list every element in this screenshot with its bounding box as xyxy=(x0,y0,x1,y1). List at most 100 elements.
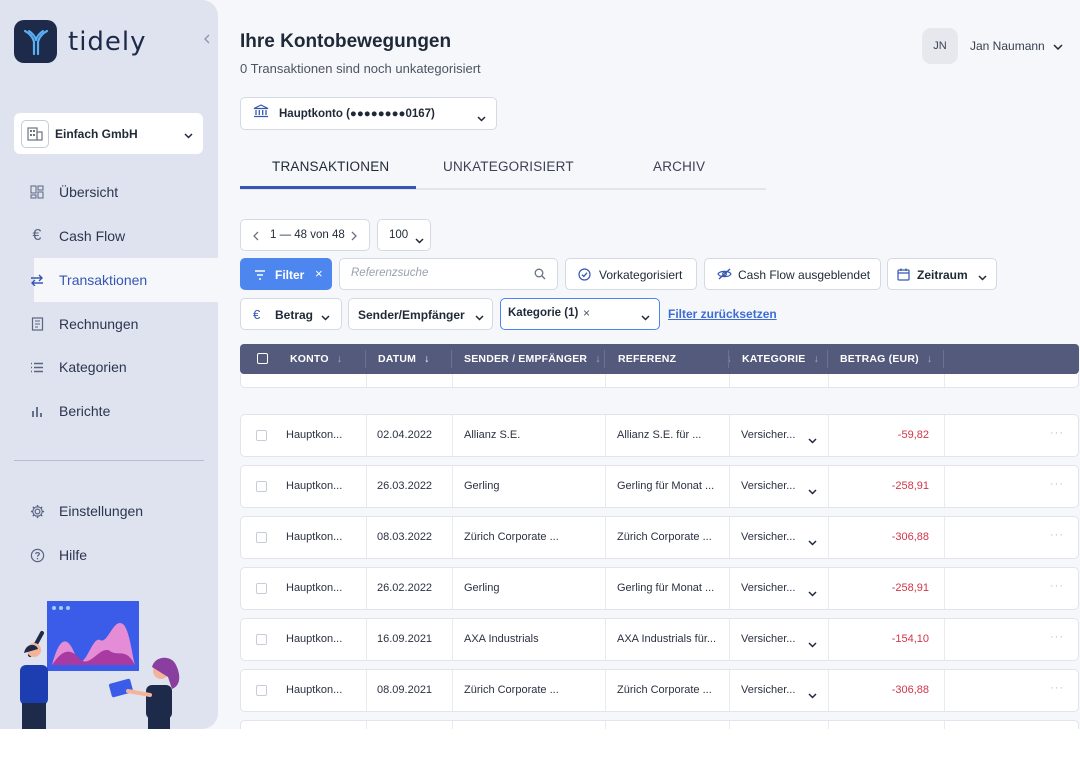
tidely-logo-icon[interactable] xyxy=(14,20,57,63)
cell-kategorie[interactable]: Versicher... xyxy=(741,684,796,696)
help-icon xyxy=(29,547,45,563)
cell-kategorie[interactable]: Versicher... xyxy=(741,582,796,594)
sidebar-item-transaktionen[interactable]: Transaktionen xyxy=(31,258,218,302)
more-options-icon[interactable]: ··· xyxy=(1050,427,1064,439)
table-row[interactable]: Hauptkon... 26.02.2022 Gerling Gerling f… xyxy=(240,567,1079,610)
more-options-icon[interactable]: ··· xyxy=(1050,580,1064,592)
close-icon[interactable]: × xyxy=(315,266,323,281)
column-header-konto[interactable]: KONTO ↓ xyxy=(290,353,343,365)
transfer-icon xyxy=(29,272,45,288)
filter-button[interactable]: Filter × xyxy=(240,258,332,290)
column-header-referenz[interactable]: REFERENZ↓ xyxy=(618,353,732,365)
reset-filters-link[interactable]: Filter zurücksetzen xyxy=(668,307,777,321)
table-row[interactable]: Hauptkon... 16.09.2021 AXA Industrials A… xyxy=(240,618,1079,661)
collapse-sidebar-icon[interactable] xyxy=(204,33,210,47)
table-row[interactable] xyxy=(240,720,1079,729)
cell-divider xyxy=(452,670,453,711)
tab-transaktionen[interactable]: TRANSAKTIONEN xyxy=(272,159,390,174)
cell-kategorie[interactable]: Versicher... xyxy=(741,633,796,645)
cell-kategorie[interactable]: Versicher... xyxy=(741,480,796,492)
cell-divider xyxy=(605,374,606,387)
cell-divider xyxy=(605,466,606,507)
more-options-icon[interactable]: ··· xyxy=(1050,682,1064,694)
cell-datum: 26.03.2022 xyxy=(377,480,433,492)
vorkategorisiert-label: Vorkategorisiert xyxy=(599,268,683,282)
row-checkbox[interactable] xyxy=(256,532,267,543)
zeitraum-label: Zeitraum xyxy=(917,268,968,282)
cell-divider xyxy=(828,415,829,456)
sort-arrow-icon: ↓ xyxy=(813,353,819,365)
sidebar-item-rechnungen[interactable]: Rechnungen xyxy=(0,302,218,346)
column-header-sender[interactable]: SENDER / EMPFÄNGER ↓ xyxy=(464,353,601,365)
table-row[interactable]: Hauptkon... 08.03.2022 Zürich Corporate … xyxy=(240,516,1079,559)
chevron-down-icon[interactable] xyxy=(808,533,817,551)
row-checkbox[interactable] xyxy=(256,634,267,645)
chevron-right-icon[interactable] xyxy=(351,228,357,246)
vorkategorisiert-toggle[interactable]: Vorkategorisiert xyxy=(565,258,697,290)
sidebar-item-hilfe[interactable]: Hilfe xyxy=(0,533,218,577)
tab-archiv[interactable]: ARCHIV xyxy=(653,159,706,174)
more-options-icon[interactable]: ··· xyxy=(1050,631,1064,643)
tab-unkategorisiert[interactable]: UNKATEGORISIERT xyxy=(443,159,574,174)
zeitraum-select[interactable]: Zeitraum xyxy=(887,258,997,290)
cell-kategorie[interactable]: Versicher... xyxy=(741,531,796,543)
app-window: tidely Einfach GmbH Übersicht xyxy=(0,0,1080,729)
chevron-down-icon[interactable] xyxy=(808,584,817,602)
account-selector[interactable]: Hauptkonto (●●●●●●●●0167) xyxy=(240,97,497,130)
table-body: Hauptkon... 02.04.2022 Allianz S.E. Alli… xyxy=(240,374,1080,729)
column-header-kategorie[interactable]: KATEGORIE ↓ xyxy=(742,353,819,365)
sidebar-item-cash-flow[interactable]: € Cash Flow xyxy=(0,214,218,258)
cell-divider xyxy=(944,670,945,711)
row-checkbox[interactable] xyxy=(256,430,267,441)
cell-divider xyxy=(729,568,730,609)
table-row[interactable]: Hauptkon... 26.03.2022 Gerling Gerling f… xyxy=(240,465,1079,508)
cell-sender: Gerling xyxy=(464,480,500,492)
cell-kategorie[interactable]: Versicher... xyxy=(741,429,796,441)
sidebar-item-berichte[interactable]: Berichte xyxy=(0,389,218,433)
cell-divider xyxy=(605,721,606,729)
close-icon[interactable]: × xyxy=(583,306,591,320)
kategorie-filter[interactable]: Kategorie (1) × xyxy=(500,298,660,330)
cell-divider xyxy=(366,670,367,711)
chevron-down-icon[interactable] xyxy=(808,431,817,449)
row-checkbox[interactable] xyxy=(256,481,267,492)
cell-divider xyxy=(944,517,945,558)
chevron-down-icon xyxy=(184,126,193,144)
search-icon[interactable] xyxy=(534,268,546,283)
select-all-checkbox[interactable] xyxy=(257,353,268,364)
row-checkbox[interactable] xyxy=(256,583,267,594)
cell-divider xyxy=(366,721,367,729)
sort-arrow-icon: ↓ xyxy=(926,353,933,365)
cell-sender: Zürich Corporate ... xyxy=(464,684,559,696)
table-row[interactable] xyxy=(240,374,1079,388)
column-divider xyxy=(728,350,729,368)
chevron-down-icon[interactable] xyxy=(808,482,817,500)
company-selector[interactable]: Einfach GmbH xyxy=(14,113,203,154)
sidebar-item-uebersicht[interactable]: Übersicht xyxy=(0,170,218,214)
table-row[interactable]: Hauptkon... 08.09.2021 Zürich Corporate … xyxy=(240,669,1079,712)
sender-filter[interactable]: Sender/Empfänger xyxy=(348,298,493,330)
more-options-icon[interactable]: ··· xyxy=(1050,478,1064,490)
cashflow-hidden-toggle[interactable]: Cash Flow ausgeblendet xyxy=(704,258,881,290)
column-divider xyxy=(827,350,828,368)
chevron-down-icon[interactable] xyxy=(808,635,817,653)
company-name: Einfach GmbH xyxy=(55,126,138,141)
pagination-range: 1 — 48 von 48 xyxy=(270,229,345,241)
cell-divider xyxy=(944,619,945,660)
user-menu[interactable]: JN Jan Naumann xyxy=(922,28,1063,64)
more-options-icon[interactable]: ··· xyxy=(1050,529,1064,541)
per-page-select[interactable]: 100 xyxy=(377,219,431,251)
chevron-down-icon[interactable] xyxy=(808,686,817,704)
table-header: KONTO ↓ DATUM ↓ SENDER / EMPFÄNGER ↓ REFERE… xyxy=(240,344,1079,374)
chevron-left-icon[interactable] xyxy=(253,228,259,246)
row-checkbox[interactable] xyxy=(256,685,267,696)
sidebar-item-kategorien[interactable]: Kategorien xyxy=(0,345,218,389)
search-input[interactable] xyxy=(351,267,521,279)
betrag-filter[interactable]: € Betrag xyxy=(240,298,342,330)
sidebar-item-einstellungen[interactable]: Einstellungen xyxy=(0,489,218,533)
column-header-betrag[interactable]: BETRAG (EUR) ↓ xyxy=(840,353,933,365)
column-header-datum[interactable]: DATUM ↓ xyxy=(378,353,430,365)
cell-divider xyxy=(605,670,606,711)
table-row[interactable]: Hauptkon... 02.04.2022 Allianz S.E. Alli… xyxy=(240,414,1079,457)
kategorie-chip: Kategorie (1) xyxy=(508,307,579,319)
